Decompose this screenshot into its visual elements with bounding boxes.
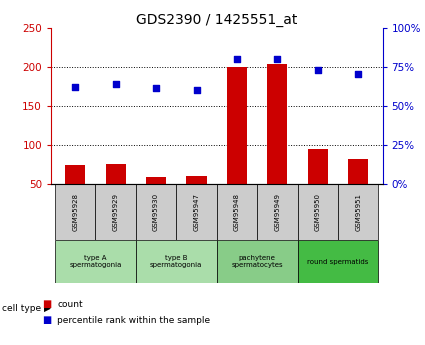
Point — [234, 56, 241, 61]
Point — [193, 87, 200, 93]
Point — [72, 84, 79, 90]
Bar — [267, 64, 287, 184]
Text: GSM95949: GSM95949 — [275, 193, 280, 231]
Bar — [55, 184, 96, 240]
Point — [153, 86, 159, 91]
Bar — [136, 184, 176, 240]
Text: GSM95929: GSM95929 — [113, 193, 119, 231]
Bar — [298, 240, 378, 283]
Title: GDS2390 / 1425551_at: GDS2390 / 1425551_at — [136, 12, 298, 27]
Bar — [348, 159, 368, 184]
Text: type A
spermatogonia: type A spermatogonia — [69, 255, 122, 268]
Bar — [96, 184, 136, 240]
Text: ■: ■ — [42, 299, 52, 309]
Text: count: count — [57, 300, 83, 309]
Bar — [308, 148, 328, 184]
Text: ■: ■ — [42, 315, 52, 325]
Bar — [298, 184, 338, 240]
Bar — [338, 184, 378, 240]
Point — [355, 72, 362, 77]
Point — [274, 56, 281, 61]
Point — [314, 67, 321, 72]
Point — [112, 81, 119, 87]
Bar — [217, 184, 257, 240]
Text: GSM95951: GSM95951 — [355, 193, 361, 231]
Text: GSM95928: GSM95928 — [72, 193, 78, 231]
Text: pachytene
spermatocytes: pachytene spermatocytes — [231, 255, 283, 268]
Bar — [217, 240, 298, 283]
Text: GSM95947: GSM95947 — [193, 193, 199, 231]
Text: GSM95930: GSM95930 — [153, 193, 159, 231]
Text: round spermatids: round spermatids — [307, 259, 369, 265]
Text: GSM95948: GSM95948 — [234, 193, 240, 231]
Bar — [176, 184, 217, 240]
Text: type B
spermatogonia: type B spermatogonia — [150, 255, 202, 268]
Text: percentile rank within the sample: percentile rank within the sample — [57, 316, 210, 325]
Bar — [146, 177, 166, 184]
Bar — [65, 165, 85, 184]
Bar — [136, 240, 217, 283]
Bar — [227, 67, 247, 184]
Bar — [55, 240, 136, 283]
Text: cell type ▶: cell type ▶ — [2, 304, 51, 313]
Bar — [257, 184, 298, 240]
Text: GSM95950: GSM95950 — [315, 193, 321, 231]
Bar — [105, 164, 126, 184]
Bar — [187, 176, 207, 184]
